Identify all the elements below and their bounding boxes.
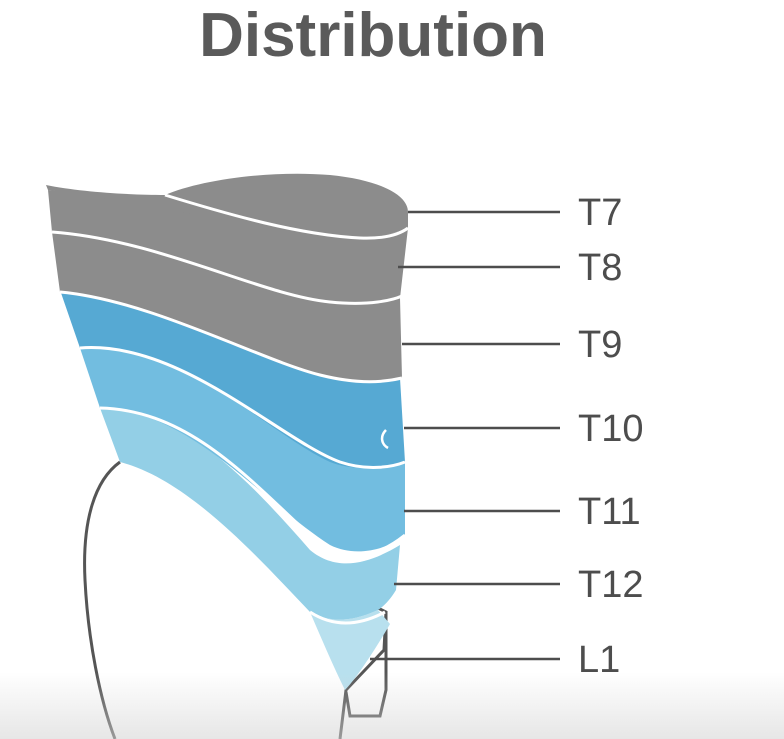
label-T12: T12 bbox=[578, 564, 643, 606]
label-T8: T8 bbox=[578, 247, 622, 289]
band-T7 bbox=[46, 173, 408, 238]
label-T11: T11 bbox=[578, 491, 641, 533]
band-T12 bbox=[100, 408, 400, 620]
label-T10: T10 bbox=[578, 408, 643, 450]
divider-T7-T8 bbox=[164, 193, 409, 240]
divider-T8-T9 bbox=[51, 230, 403, 305]
diagram-title: Distribution bbox=[199, 1, 547, 70]
leader-lines bbox=[370, 210, 560, 661]
umbilicus-mark bbox=[380, 429, 389, 450]
divider-T10-T11 bbox=[79, 346, 406, 469]
divider-T9-T10 bbox=[59, 290, 403, 384]
divider-T11-T12 bbox=[99, 406, 406, 558]
band-T11 bbox=[80, 347, 405, 552]
bottom-fade-overlay bbox=[0, 672, 784, 739]
band-T10 bbox=[60, 290, 405, 468]
band-T8 bbox=[48, 190, 408, 305]
divider-T12-L1 bbox=[309, 610, 386, 625]
label-T9: T9 bbox=[578, 324, 622, 366]
label-T7: T7 bbox=[578, 192, 622, 234]
band-L1 bbox=[310, 610, 390, 690]
band-dividers bbox=[51, 193, 409, 625]
band-T9 bbox=[52, 232, 402, 382]
